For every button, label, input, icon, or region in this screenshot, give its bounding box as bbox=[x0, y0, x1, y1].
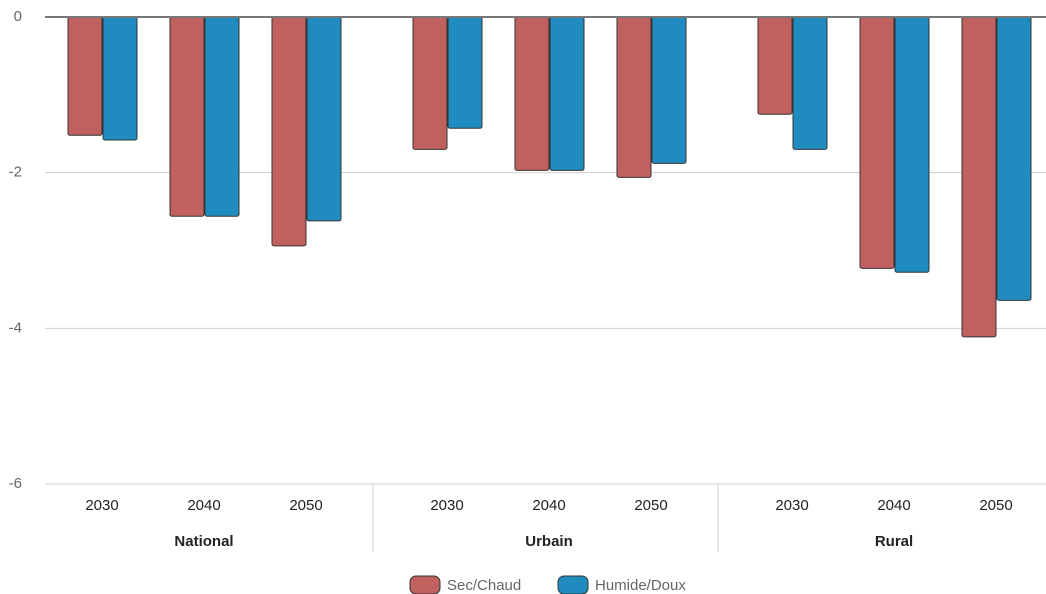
bar bbox=[616, 16, 652, 178]
legend-label: Sec/Chaud bbox=[447, 577, 521, 594]
bar bbox=[651, 16, 687, 164]
bar bbox=[169, 16, 205, 217]
group-label: Rural bbox=[875, 533, 913, 550]
x-tick-label: 2030 bbox=[430, 497, 463, 514]
x-tick-label: 2050 bbox=[289, 497, 322, 514]
bar bbox=[859, 16, 895, 269]
x-tick-label: 2040 bbox=[532, 497, 565, 514]
group-label: National bbox=[174, 533, 233, 550]
x-tick-label: 2040 bbox=[877, 497, 910, 514]
legend-label: Humide/Doux bbox=[595, 577, 686, 594]
y-tick-label: -2 bbox=[9, 164, 22, 181]
y-tick-label: -4 bbox=[9, 319, 22, 336]
bar bbox=[306, 16, 342, 222]
y-tick-label: -6 bbox=[9, 475, 22, 492]
bar bbox=[271, 16, 307, 247]
bar bbox=[996, 16, 1032, 301]
bar bbox=[757, 16, 793, 115]
bar bbox=[204, 16, 240, 217]
group-label: Urbain bbox=[525, 533, 573, 550]
x-tick-label: 2030 bbox=[85, 497, 118, 514]
x-tick-label: 2040 bbox=[187, 497, 220, 514]
x-tick-label: 2050 bbox=[979, 497, 1012, 514]
bar bbox=[894, 16, 930, 273]
legend-swatch bbox=[557, 575, 589, 594]
bar bbox=[549, 16, 585, 171]
x-tick-label: 2030 bbox=[775, 497, 808, 514]
legend-swatch bbox=[409, 575, 441, 594]
y-tick-label: 0 bbox=[14, 8, 22, 25]
x-tick-label: 2050 bbox=[634, 497, 667, 514]
bar bbox=[792, 16, 828, 150]
bar bbox=[412, 16, 448, 150]
bar bbox=[514, 16, 550, 171]
bar bbox=[102, 16, 138, 141]
bar bbox=[961, 16, 997, 338]
bar bbox=[447, 16, 483, 129]
bar bbox=[67, 16, 103, 136]
